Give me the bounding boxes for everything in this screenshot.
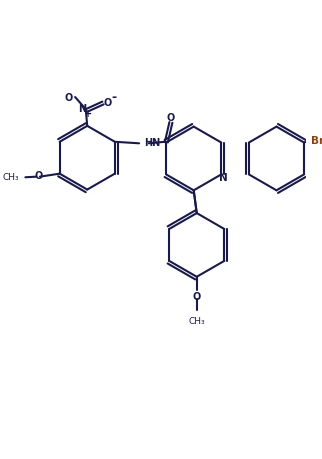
Text: -: - (111, 90, 117, 103)
Text: Br: Br (311, 135, 322, 145)
Text: O: O (193, 291, 201, 301)
Text: O: O (34, 171, 43, 181)
Text: N: N (78, 103, 86, 113)
Text: O: O (64, 93, 72, 103)
Text: N: N (219, 173, 228, 182)
Text: O: O (167, 112, 175, 123)
Text: +: + (84, 109, 92, 118)
Text: CH₃: CH₃ (188, 316, 205, 325)
Text: CH₃: CH₃ (2, 173, 19, 182)
Text: O: O (104, 97, 112, 107)
Text: HN: HN (144, 138, 160, 147)
